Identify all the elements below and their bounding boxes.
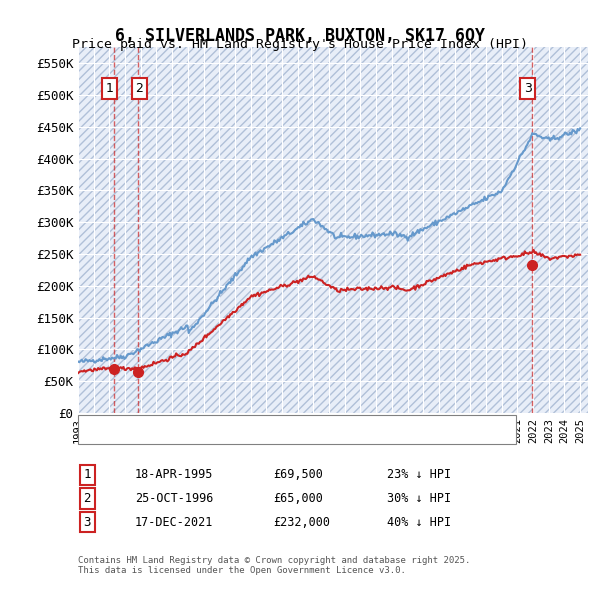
- Text: Price paid vs. HM Land Registry's House Price Index (HPI): Price paid vs. HM Land Registry's House …: [72, 38, 528, 51]
- Text: 17-DEC-2021: 17-DEC-2021: [135, 516, 214, 529]
- Text: 3: 3: [524, 82, 532, 95]
- Text: Contains HM Land Registry data © Crown copyright and database right 2025.
This d: Contains HM Land Registry data © Crown c…: [78, 556, 470, 575]
- Text: 1: 1: [83, 468, 91, 481]
- Text: £69,500: £69,500: [273, 468, 323, 481]
- Text: 1: 1: [106, 82, 113, 95]
- Text: 40% ↓ HPI: 40% ↓ HPI: [387, 516, 451, 529]
- Text: 3: 3: [83, 516, 91, 529]
- Text: £65,000: £65,000: [273, 492, 323, 505]
- Text: 6, SILVERLANDS PARK, BUXTON, SK17 6QY: 6, SILVERLANDS PARK, BUXTON, SK17 6QY: [115, 27, 485, 45]
- Text: 25-OCT-1996: 25-OCT-1996: [135, 492, 214, 505]
- Text: 2: 2: [83, 492, 91, 505]
- Text: 23% ↓ HPI: 23% ↓ HPI: [387, 468, 451, 481]
- Text: £232,000: £232,000: [273, 516, 330, 529]
- Text: 18-APR-1995: 18-APR-1995: [135, 468, 214, 481]
- Text: HPI: Average price, detached house, High Peak: HPI: Average price, detached house, High…: [120, 433, 424, 442]
- Text: 30% ↓ HPI: 30% ↓ HPI: [387, 492, 451, 505]
- Text: 2: 2: [135, 82, 143, 95]
- Text: 6, SILVERLANDS PARK, BUXTON, SK17 6QY (detached house): 6, SILVERLANDS PARK, BUXTON, SK17 6QY (d…: [120, 418, 485, 428]
